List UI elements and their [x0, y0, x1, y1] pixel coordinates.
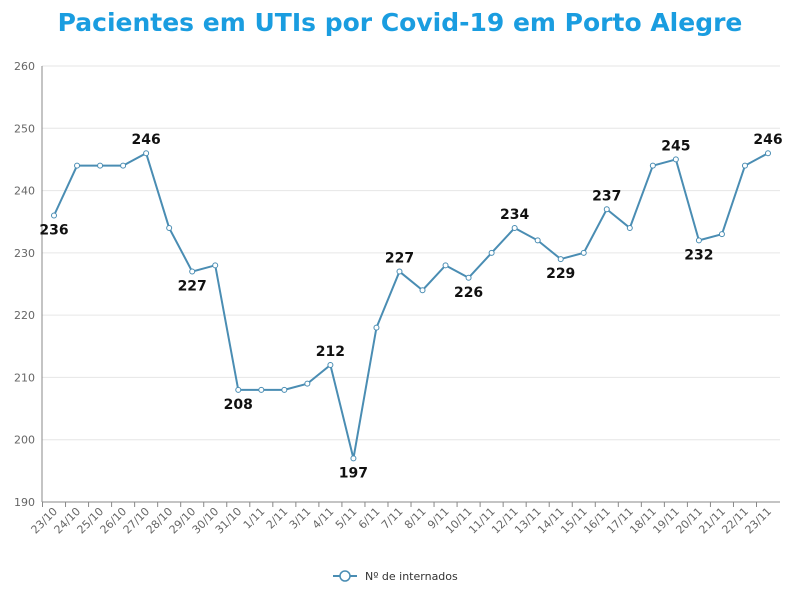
data-point: [534, 237, 541, 244]
data-point: [304, 380, 311, 387]
data-point: [511, 224, 518, 231]
data-label: 245: [661, 138, 690, 154]
data-point: [120, 162, 127, 169]
data-point: [580, 249, 587, 256]
x-tick-label: 23/11: [743, 505, 775, 537]
data-label: 212: [316, 344, 345, 360]
data-point: [166, 224, 173, 231]
y-tick-label: 230: [14, 247, 35, 260]
x-tick-label: 31/10: [213, 505, 245, 537]
data-label: 208: [224, 397, 253, 413]
data-label: 246: [753, 132, 782, 148]
x-tick-label: 2/11: [264, 505, 291, 532]
x-tick-label: 6/11: [356, 505, 383, 532]
data-point: [741, 162, 748, 169]
data-point: [649, 162, 656, 169]
data-point: [143, 150, 150, 157]
data-point: [212, 262, 219, 269]
data-label: 246: [132, 132, 161, 148]
y-tick-label: 190: [14, 496, 35, 509]
x-tick-label: 5/11: [333, 505, 360, 532]
data-label: 226: [454, 285, 483, 301]
data-point: [396, 268, 403, 275]
data-label: 234: [500, 207, 529, 223]
y-tick-label: 220: [14, 309, 35, 322]
data-point: [695, 237, 702, 244]
data-point: [765, 150, 771, 157]
data-label: 229: [546, 266, 575, 282]
data-point: [672, 156, 679, 163]
data-point: [442, 262, 449, 269]
data-point: [626, 224, 633, 231]
data-label: 232: [684, 247, 713, 263]
data-label: 237: [592, 188, 621, 204]
legend-marker: [339, 570, 351, 582]
x-tick-label: 1/11: [241, 505, 268, 532]
data-point: [74, 162, 81, 169]
data-point: [350, 455, 357, 462]
data-point: [327, 361, 334, 368]
x-tick-label: 3/11: [287, 505, 314, 532]
data-point: [718, 231, 725, 238]
data-point: [419, 287, 426, 294]
x-tick-label: 8/11: [402, 505, 429, 532]
y-tick-label: 200: [14, 434, 35, 447]
chart-title: Pacientes em UTIs por Covid-19 em Porto …: [57, 8, 743, 37]
data-point: [51, 212, 57, 219]
data-point: [557, 256, 564, 263]
data-point: [281, 386, 288, 393]
data-point: [258, 386, 265, 393]
y-tick-label: 260: [14, 60, 35, 73]
series-line: [53, 151, 769, 459]
y-tick-label: 250: [14, 122, 35, 135]
y-tick-label: 240: [14, 185, 35, 198]
x-tick-label: 4/11: [310, 505, 337, 532]
data-point: [373, 324, 380, 331]
data-point: [97, 162, 104, 169]
data-point: [189, 268, 196, 275]
legend-label: Nº de internados: [365, 570, 458, 583]
x-tick-label: 7/11: [379, 505, 406, 532]
data-label: 227: [385, 251, 414, 267]
data-point: [488, 249, 495, 256]
data-point: [235, 386, 242, 393]
y-tick-label: 210: [14, 371, 35, 384]
data-label: 227: [178, 279, 207, 295]
data-label: 236: [39, 222, 68, 238]
data-point: [465, 274, 472, 281]
data-point: [603, 206, 610, 213]
data-label: 197: [339, 465, 368, 481]
